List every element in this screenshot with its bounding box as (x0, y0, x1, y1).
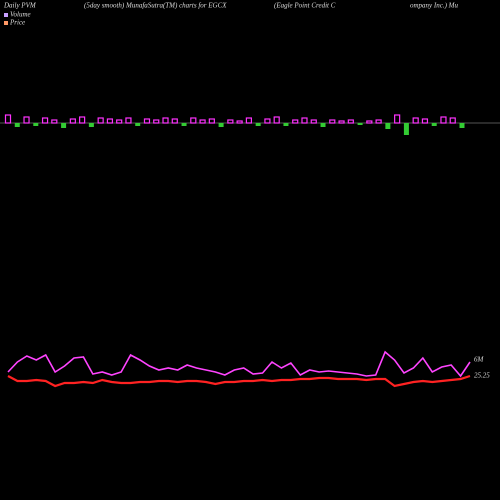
volume-bar (41, 117, 49, 124)
title: Daily PVM (3, 2, 37, 10)
volume-bar (403, 123, 409, 135)
volume-bar (227, 119, 234, 124)
volume-bar (236, 120, 243, 124)
volume-bar (301, 117, 308, 124)
volume-bar (61, 123, 67, 128)
legend-label: Price (9, 19, 25, 27)
volume-bar (338, 120, 345, 124)
volume-bar (88, 123, 94, 127)
volume-bar (440, 116, 447, 124)
volume-bar (153, 119, 160, 124)
title: ompany Inc.) Mu (410, 2, 459, 10)
series-label: 25.25 (474, 372, 490, 380)
volume-bar (218, 123, 224, 127)
volume-bar (421, 118, 429, 124)
volume-bar (329, 119, 336, 124)
volume-bar (245, 117, 252, 124)
volume-bar (162, 117, 169, 124)
series-line (7, 350, 471, 378)
volume-bar (394, 114, 401, 124)
volume-bar (69, 118, 76, 124)
legend-label: Volume (10, 11, 31, 19)
volume-bar (347, 119, 354, 124)
volume-bar (181, 123, 187, 126)
volume-bar (51, 119, 58, 124)
volume-bar (320, 123, 326, 127)
volume-bar (357, 123, 363, 125)
series-label: 6M (474, 356, 485, 364)
volume-bar (366, 120, 373, 124)
legend-swatch (4, 13, 8, 17)
legend-swatch (4, 21, 8, 25)
volume-bar (4, 114, 12, 124)
volume-bar (143, 118, 151, 124)
volume-bar (431, 123, 437, 126)
volume-bar (125, 117, 132, 124)
series-line (7, 374, 471, 388)
volume-bar (264, 118, 271, 124)
volume-bar (310, 119, 317, 124)
volume-bar (459, 123, 465, 128)
volume-bar (79, 116, 86, 124)
volume-bar (199, 119, 206, 124)
title: (Eagle Point Credit C (274, 2, 336, 10)
volume-bar (283, 123, 289, 126)
volume-bar (385, 123, 391, 129)
volume-bar (190, 117, 197, 124)
volume-bar (292, 119, 299, 124)
volume-bar (23, 116, 30, 124)
volume-bar (33, 123, 39, 126)
volume-bar (14, 123, 20, 127)
volume-bar (171, 118, 178, 124)
volume-bar (375, 119, 382, 124)
volume-bar (208, 118, 215, 124)
volume-bar (97, 117, 104, 124)
title: (5day smooth) MunafaSutra(TM) charts for… (84, 2, 227, 10)
volume-bar (273, 116, 280, 124)
volume-bar (116, 119, 123, 124)
volume-bar (255, 123, 261, 126)
volume-bar (449, 117, 456, 124)
volume-bar (135, 123, 141, 126)
volume-bar (412, 117, 419, 124)
volume-bar (106, 118, 114, 124)
